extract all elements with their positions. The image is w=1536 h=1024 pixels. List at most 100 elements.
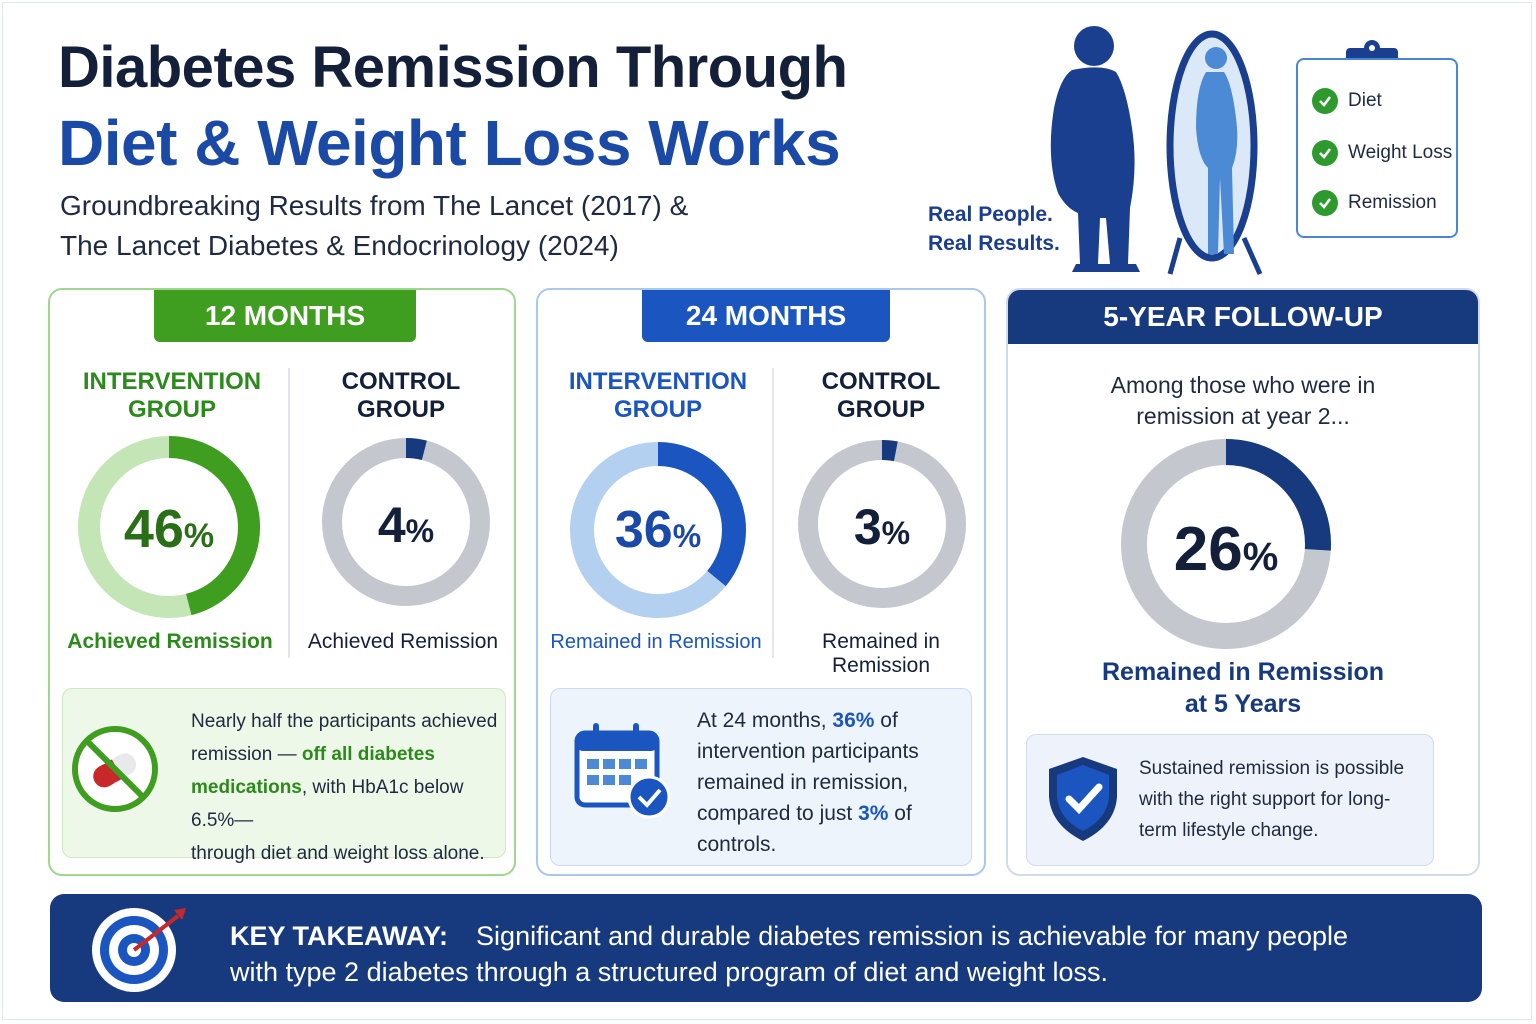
intro-line2: remission at year 2... — [1136, 403, 1350, 429]
note-5-year-text: Sustained remission is possible with the… — [1139, 753, 1404, 846]
tab-24-months: 24 MONTHS — [642, 290, 890, 342]
checklist-item-label: Remission — [1348, 192, 1437, 213]
donut-number: 4 — [377, 497, 406, 553]
caption-line2: at 5 Years — [1184, 690, 1302, 718]
note-line: remained in remission, — [697, 771, 909, 794]
note-line: remission — off all diabetes — [191, 738, 505, 771]
donut-value-arc — [78, 436, 260, 618]
note-line: intervention participants — [697, 740, 919, 763]
donut-value-control-24m: 3% — [796, 498, 968, 556]
note-text: of — [888, 802, 912, 825]
donut-intervention-12m — [78, 436, 260, 618]
note-line: through diet and weight loss alone. — [191, 843, 485, 864]
note-highlight: 36% — [832, 709, 875, 732]
check-icon — [1312, 190, 1338, 216]
checklist-item: Weight Loss — [1312, 140, 1452, 166]
percent-sign: % — [1242, 535, 1279, 579]
mirror-icon — [1166, 30, 1263, 276]
donut-number: 36 — [614, 501, 673, 559]
panel-12-months: 12 MONTHS INTERVENTION GROUP CONTROL GRO… — [48, 288, 516, 876]
percent-sign: % — [672, 518, 702, 554]
panel-24-months: 24 MONTHS INTERVENTION GROUP CONTROL GRO… — [536, 288, 986, 876]
note-text: At 24 months, — [697, 709, 833, 732]
note-highlight: medications — [191, 777, 302, 798]
control-group-label: CONTROL GROUP — [296, 368, 506, 424]
intro-5-year: Among those who were in remission at yea… — [1028, 370, 1458, 432]
page-title-line1: Diabetes Remission Through — [58, 35, 848, 100]
checklist-item-label: Diet — [1348, 90, 1382, 111]
group-label-line1: CONTROL — [341, 368, 461, 395]
donut-number: 3 — [853, 499, 882, 555]
tab-12-months: 12 MONTHS — [154, 290, 416, 342]
group-label-line2: GROUP — [127, 396, 216, 423]
tagline-line1: Real People. — [928, 203, 1053, 226]
checklist-item: Remission — [1312, 190, 1437, 216]
group-label-line1: INTERVENTION — [82, 368, 262, 395]
takeaway-text: Significant and durable diabetes remissi… — [476, 921, 1349, 951]
donut-value-intervention-12m: 46% — [76, 498, 262, 560]
caption-intervention-12m: Achieved Remission — [67, 630, 273, 653]
note-line: controls. — [697, 833, 777, 856]
takeaway-label: KEY TAKEAWAY: — [230, 921, 449, 951]
caption-line1: Remained in Remission — [1101, 658, 1385, 686]
donut-value-5-year: 26% — [1120, 514, 1332, 585]
note-line: Nearly half the participants achieved — [191, 711, 498, 732]
control-group-label: CONTROL GROUP — [776, 368, 986, 424]
percent-sign: % — [881, 515, 911, 551]
subtitle: Groundbreaking Results from The Lancet (… — [60, 186, 688, 266]
note-line: compared to just 3% of — [697, 798, 919, 829]
percent-sign: % — [405, 513, 435, 549]
shield-check-icon — [1049, 757, 1117, 841]
person-silhouette-icon — [1050, 26, 1140, 272]
intervention-group-label: INTERVENTION GROUP — [64, 368, 280, 424]
calendar-check-icon — [574, 723, 671, 819]
donut-number: 26 — [1173, 515, 1243, 584]
group-divider — [772, 368, 774, 658]
caption-intervention-24m: Remained in Remission — [550, 631, 762, 653]
tab-5-year: 5-YEAR FOLLOW-UP — [1008, 290, 1478, 344]
donut-number: 46 — [123, 499, 184, 559]
donut-intervention-24m — [570, 442, 746, 618]
group-label-line2: GROUP — [613, 396, 702, 423]
note-line: At 24 months, 36% of — [697, 705, 919, 736]
caption-line1: Remained in — [822, 630, 940, 653]
target-icon — [92, 908, 186, 992]
takeaway-line1: KEY TAKEAWAY: Significant and durable dia… — [230, 918, 1348, 954]
tagline-line2: Real Results. — [928, 232, 1060, 255]
checklist-item: Diet — [1312, 88, 1382, 114]
key-takeaway-text: KEY TAKEAWAY: Significant and durable dia… — [230, 918, 1348, 990]
note-5-year: Sustained remission is possible with the… — [1026, 734, 1434, 866]
donut-value-control-12m: 4% — [320, 496, 492, 554]
caption-5-year: Remained in Remission at 5 Years — [1028, 656, 1458, 720]
intervention-group-label: INTERVENTION GROUP — [552, 368, 764, 424]
group-label-line2: GROUP — [356, 396, 445, 423]
subtitle-line1: Groundbreaking Results from The Lancet (… — [60, 190, 689, 221]
note-text: of — [874, 709, 898, 732]
donut-value-intervention-24m: 36% — [568, 500, 748, 560]
caption-control-24m: Remained in Remission — [778, 630, 984, 678]
checklist-card: Diet Weight Loss Remission — [1296, 58, 1458, 238]
group-divider — [288, 368, 290, 658]
person-mirror-illustration — [1050, 26, 1263, 276]
takeaway-line2: with type 2 diabetes through a structure… — [230, 957, 1109, 987]
panel-5-year: 5-YEAR FOLLOW-UP Among those who were in… — [1006, 288, 1480, 876]
group-label-line2: GROUP — [836, 396, 925, 423]
note-12-months: Nearly half the participants achieved re… — [62, 688, 506, 864]
group-label-line1: CONTROL — [821, 368, 941, 395]
note-12m-text: Nearly half the participants achieved re… — [191, 705, 505, 870]
subtitle-line2: The Lancet Diabetes & Endocrinology (202… — [60, 230, 619, 261]
page-title-line2: Diet & Weight Loss Works — [58, 107, 841, 179]
no-pills-icon — [72, 726, 158, 812]
caption-line2: Remission — [831, 654, 931, 677]
donut-value-arc — [570, 442, 746, 618]
intro-line1: Among those who were in — [1110, 372, 1376, 398]
note-line: medications, with HbA1c below 6.5%— — [191, 771, 505, 837]
note-24-months: At 24 months, 36% of intervention partic… — [550, 688, 972, 866]
note-highlight: off all diabetes — [301, 744, 435, 765]
caption-control-12m: Achieved Remission — [307, 630, 499, 653]
tagline: Real People. Real Results. — [928, 200, 1060, 258]
checklist-item-label: Weight Loss — [1348, 142, 1453, 163]
note-line: term lifestyle change. — [1139, 820, 1319, 841]
note-text: , with HbA1c below 6.5%— — [191, 777, 464, 831]
